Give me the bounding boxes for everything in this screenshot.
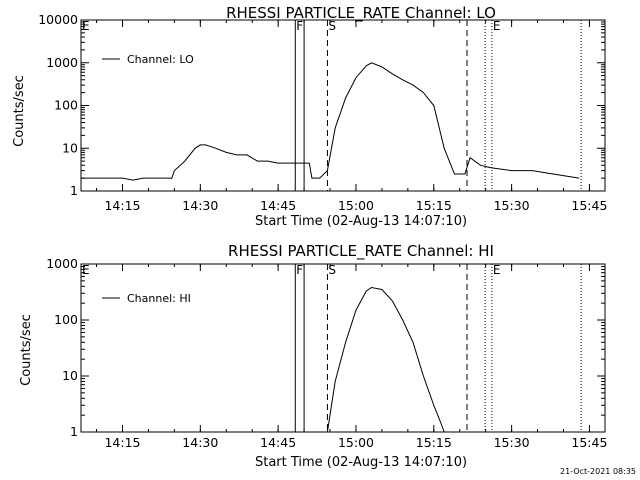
event-marker-label: E	[82, 263, 90, 277]
event-marker-label: E	[493, 19, 501, 33]
y-tick-label: 1	[70, 424, 78, 439]
legend-lo: Channel: LO	[102, 53, 194, 66]
y-tick-label: 10	[62, 140, 78, 155]
chart-title-hi: RHESSI PARTICLE_RATE Channel: HI	[228, 242, 494, 261]
panel-lo: RHESSI PARTICLE_RATE Channel: LO Start T…	[12, 4, 607, 229]
x-tick-label: 15:00	[338, 435, 374, 450]
y-tick-label: 1000	[46, 256, 78, 271]
x-tick-label: 15:30	[494, 435, 530, 450]
event-marker-label: F	[296, 19, 303, 33]
y-tick-label: 1	[70, 183, 78, 198]
series-line-hi	[326, 286, 445, 433]
x-axis-label-hi: Start Time (02-Aug-13 14:07:10)	[255, 455, 467, 470]
panel-hi: RHESSI PARTICLE_RATE Channel: HI Start T…	[19, 242, 607, 470]
x-tick-label: 14:45	[260, 435, 296, 450]
y-tick-label: 1000	[46, 55, 78, 70]
x-tick-label: 15:45	[571, 198, 607, 213]
legend-hi: Channel: HI	[102, 292, 191, 305]
x-tick-label: 14:45	[260, 198, 296, 213]
y-tick-label: 100	[54, 312, 78, 327]
x-tick-label: 14:15	[104, 198, 140, 213]
event-marker-label: E	[493, 263, 501, 277]
x-tick-label: 14:30	[182, 435, 218, 450]
chart-title-lo: RHESSI PARTICLE_RATE Channel: LO	[226, 4, 496, 23]
event-marker-label: E	[82, 19, 90, 33]
legend-label-hi: Channel: HI	[127, 292, 191, 305]
timestamp: 21-Oct-2021 08:35	[560, 467, 636, 476]
y-tick-label: 10000	[38, 12, 78, 27]
y-axis-label-lo: Counts/sec	[12, 75, 27, 147]
x-tick-label: 14:30	[182, 198, 218, 213]
event-marker-label: F	[296, 263, 303, 277]
x-tick-label: 15:15	[416, 435, 452, 450]
tick-layer-hi: 14:15 14:30 14:45 15:00 15:15 15:30 15:45 1 10 10…	[46, 256, 607, 450]
y-axis-label-hi: Counts/sec	[19, 314, 34, 386]
x-tick-label: 15:30	[494, 198, 530, 213]
x-axis-label-lo: Start Time (02-Aug-13 14:07:10)	[255, 214, 467, 229]
x-tick-label: 15:45	[571, 435, 607, 450]
plot-frame-hi	[80, 263, 606, 433]
event-marker-label: S	[328, 19, 336, 33]
tick-layer-lo: 14:15 14:30 14:45 15:00 15:15 15:30 15:45 1 10 10…	[38, 12, 607, 213]
x-tick-label: 14:15	[104, 435, 140, 450]
y-tick-label: 10	[62, 368, 78, 383]
event-marker-label: S	[328, 263, 336, 277]
y-tick-label: 100	[54, 98, 78, 113]
x-tick-label: 15:15	[416, 198, 452, 213]
legend-label-lo: Channel: LO	[127, 53, 194, 66]
series-line-lo	[81, 62, 580, 181]
x-tick-label: 15:00	[338, 198, 374, 213]
plot-frame-lo	[80, 19, 606, 192]
